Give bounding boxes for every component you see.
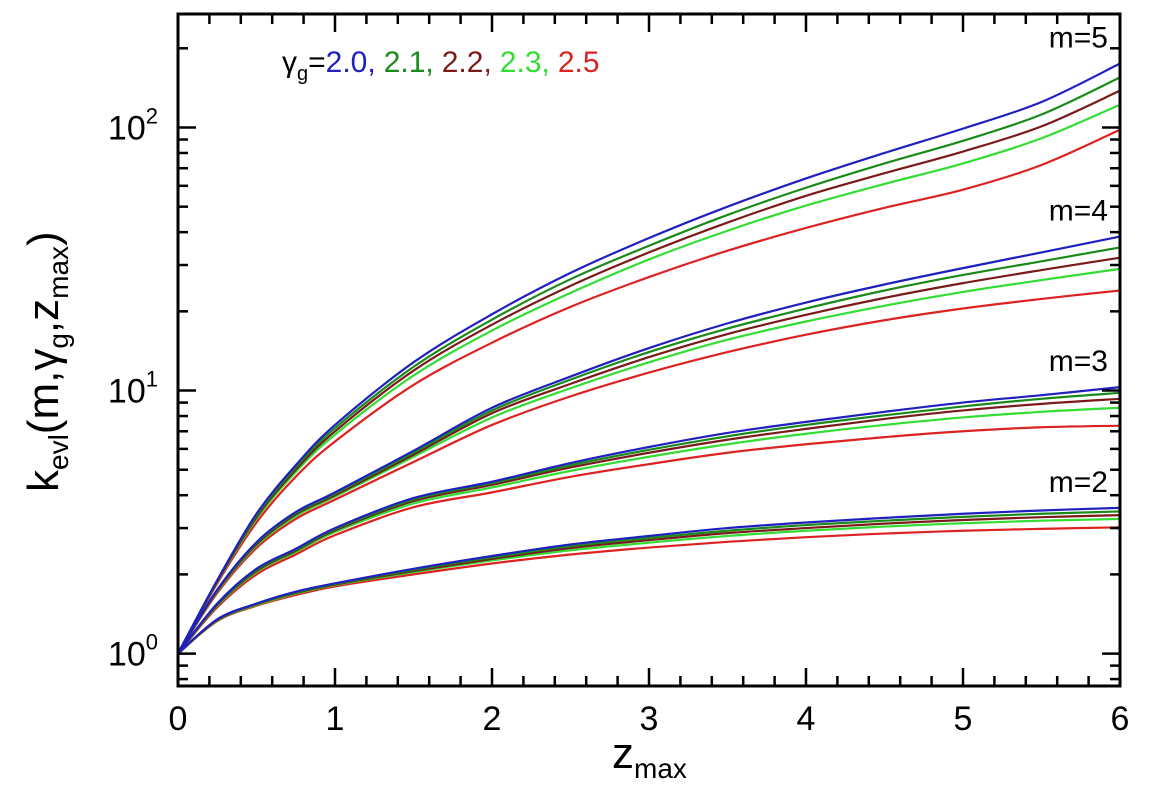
y-tick-label-exponent: 1	[146, 367, 158, 392]
group-label-m3: m=3	[1049, 345, 1108, 378]
x-tick-label: 2	[483, 700, 502, 738]
y-axis-label-z: ,z	[19, 299, 68, 333]
group-label-m5: m=5	[1049, 22, 1108, 55]
series-line-m3-gamma-2-2	[177, 397, 1121, 655]
y-axis-label-open: (m,	[19, 371, 68, 435]
y-axis-label-close: )	[19, 231, 68, 246]
legend-prefix-sub: g	[297, 63, 308, 85]
y-axis-label-k: k	[19, 469, 68, 492]
tick-layer	[176, 14, 1122, 686]
plot-frame	[176, 12, 1122, 688]
legend-entry-2-5: 2.5	[558, 46, 600, 79]
group-label-m2: m=2	[1049, 466, 1108, 499]
series-line-m5-gamma-2-0	[177, 62, 1121, 655]
series-line-m3-gamma-2-5	[177, 424, 1121, 655]
y-tick-label-base: 10	[108, 109, 146, 147]
legend-entry-2-0: 2.0,	[326, 46, 376, 79]
x-tick-label: 4	[797, 700, 816, 738]
series-line-m4-gamma-2-3	[177, 267, 1121, 655]
series-line-m2-gamma-2-5	[177, 526, 1121, 655]
y-tick-label-base: 10	[108, 636, 146, 674]
series-line-m5-gamma-2-3	[177, 103, 1121, 655]
series-line-m4-gamma-2-0	[177, 235, 1121, 655]
series-line-m2-gamma-2-1	[177, 510, 1121, 655]
y-tick-label: 101	[108, 367, 158, 411]
x-axis-label-main: z	[612, 729, 634, 778]
x-tick-label: 0	[169, 700, 188, 738]
series-layer	[177, 62, 1121, 655]
x-tick-labels: 0 1 2 3 4 5 6	[169, 700, 1130, 738]
y-tick-label: 102	[108, 103, 158, 147]
legend-entry-2-1: 2.1,	[384, 46, 434, 79]
y-tick-label: 100	[108, 630, 158, 674]
y-tick-label-base: 10	[108, 373, 146, 411]
x-tick-label: 5	[954, 700, 973, 738]
y-axis-label-sub-evl: evl	[43, 434, 74, 470]
x-axis-label-sub: max	[634, 753, 687, 784]
x-tick-label: 6	[1111, 700, 1130, 738]
y-axis-label-sub-max: max	[43, 246, 74, 299]
legend: γg=2.0, 2.1, 2.2, 2.3, 2.5	[282, 46, 600, 85]
series-line-m3-gamma-2-0	[177, 386, 1121, 655]
x-tick-label: 1	[326, 700, 345, 738]
series-line-m4-gamma-2-5	[177, 289, 1121, 655]
series-line-m3-gamma-2-3	[177, 406, 1121, 655]
group-label-m4: m=4	[1049, 195, 1108, 228]
legend-entry-2-3: 2.3,	[500, 46, 550, 79]
x-tick-label: 3	[640, 700, 659, 738]
series-line-m5-gamma-2-1	[177, 76, 1121, 655]
x-axis-label: zmax	[612, 729, 687, 784]
y-tick-label-exponent: 0	[146, 630, 158, 655]
legend-entry-2-2: 2.2,	[442, 46, 492, 79]
y-axis-label-gamma: γ	[19, 349, 68, 371]
group-labels: m=5 m=4 m=3 m=2	[1049, 22, 1108, 499]
legend-prefix: γ	[282, 46, 297, 79]
y-axis-label: kevl(m,γg,zmax)	[19, 231, 74, 492]
y-axis-label-sub-g: g	[43, 333, 74, 349]
legend-equals: =	[308, 46, 326, 79]
y-tick-label-exponent: 2	[146, 103, 158, 128]
series-line-m2-gamma-2-0	[177, 506, 1121, 655]
series-line-m5-gamma-2-5	[177, 128, 1121, 655]
